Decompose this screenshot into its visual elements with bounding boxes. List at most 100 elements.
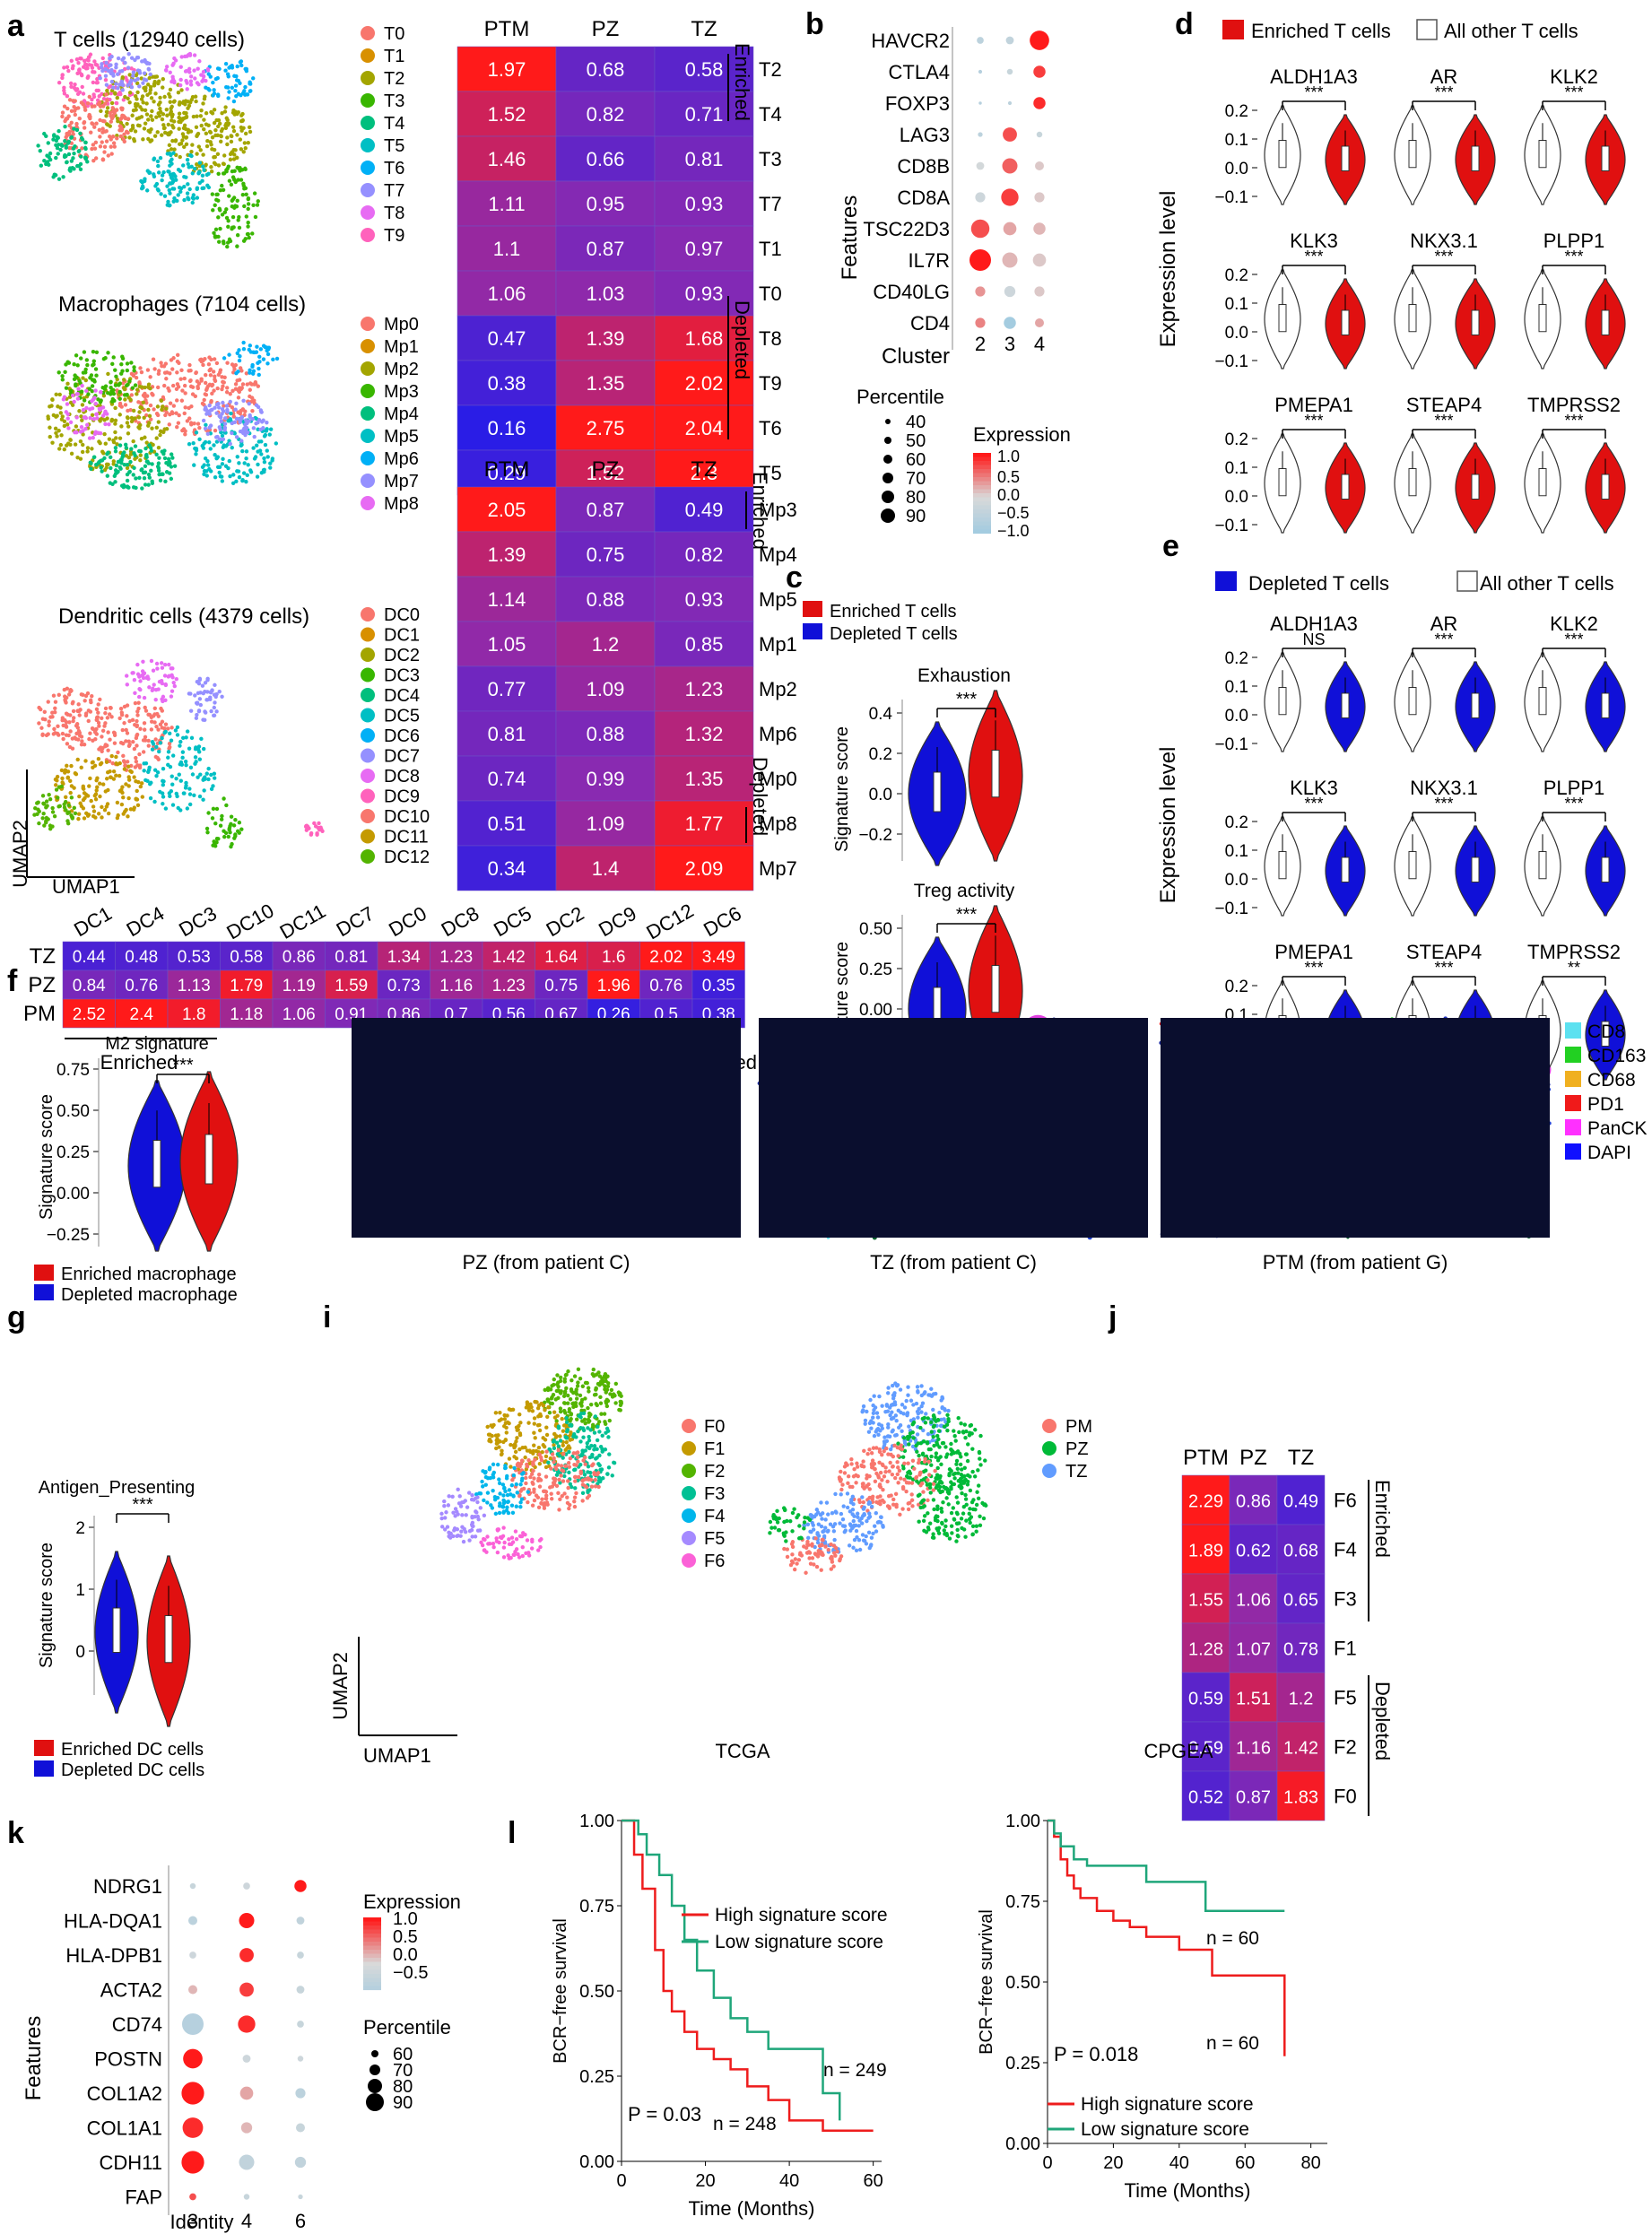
umap-point	[225, 72, 230, 76]
umap-point	[865, 1476, 869, 1481]
umap-point	[50, 440, 55, 445]
umap-point	[170, 803, 176, 807]
umap-point	[181, 791, 187, 795]
umap-point	[133, 691, 137, 695]
umap-point	[167, 471, 172, 475]
umap-point	[218, 823, 223, 828]
umap-point	[219, 134, 223, 139]
umap-point	[69, 109, 74, 114]
umap-point	[158, 741, 163, 745]
umap-point	[213, 700, 217, 705]
umap-point	[240, 192, 246, 197]
umap-point	[243, 84, 248, 90]
umap-point	[839, 1492, 843, 1497]
umap-point	[220, 183, 224, 188]
umap-point	[536, 1472, 542, 1477]
umap-point	[50, 810, 56, 814]
umap-point	[94, 350, 100, 354]
umap-point	[113, 449, 118, 454]
umap-point	[80, 739, 84, 743]
umap-point	[187, 66, 192, 72]
umap-point	[919, 1410, 924, 1414]
umap-point	[586, 1470, 590, 1474]
umap-point	[268, 427, 274, 431]
umap-point	[902, 1477, 907, 1482]
umap-point	[123, 442, 128, 448]
umap-point	[593, 1477, 597, 1482]
umap-point	[68, 729, 73, 734]
umap-point	[180, 132, 186, 136]
umap-point	[47, 723, 51, 728]
umap-point	[892, 1391, 897, 1395]
umap-point	[134, 797, 139, 802]
umap-point	[152, 174, 157, 178]
umap-point	[963, 1477, 968, 1482]
umap-point	[254, 403, 259, 408]
umap-point	[71, 708, 76, 714]
umap-point	[126, 96, 130, 101]
umap-point	[464, 1513, 468, 1517]
umap-point	[597, 1453, 602, 1458]
umap-point	[170, 726, 174, 730]
umap-point	[213, 127, 218, 133]
umap-point	[91, 80, 96, 85]
umap-point	[498, 1491, 502, 1496]
umap-point	[143, 464, 148, 469]
umap-point	[874, 1510, 878, 1516]
umap-point	[156, 687, 161, 691]
umap-point	[246, 224, 250, 229]
umap-point	[871, 1415, 875, 1420]
umap-point	[574, 1392, 579, 1396]
umap-point	[900, 1403, 905, 1407]
umap-point	[919, 1481, 925, 1486]
umap-point	[221, 400, 225, 405]
umap-point	[141, 400, 146, 404]
umap-point	[838, 1558, 842, 1563]
umap-point	[842, 1465, 848, 1469]
umap-point	[226, 164, 230, 169]
umap-point	[263, 432, 268, 438]
umap-point	[500, 1448, 504, 1453]
umap-point	[152, 768, 158, 772]
umap-point	[515, 1428, 519, 1432]
umap-point	[100, 735, 104, 739]
umap-point	[517, 1432, 523, 1438]
umap-point	[952, 1482, 957, 1487]
umap-point	[128, 397, 133, 402]
umap-point	[974, 1502, 979, 1508]
umap-point	[865, 1409, 869, 1414]
umap-point	[456, 1533, 460, 1538]
umap-point	[233, 818, 238, 822]
umap-point	[231, 108, 236, 113]
umap-point	[242, 141, 248, 145]
umap-point	[64, 410, 68, 414]
umap-point	[72, 109, 77, 113]
umap-point	[239, 417, 243, 422]
umap-point	[224, 803, 229, 808]
umap-point	[46, 141, 50, 145]
umap-point	[192, 68, 196, 73]
umap-point	[170, 157, 174, 161]
umap-point	[223, 416, 228, 421]
umap-point	[94, 726, 99, 732]
umap-point	[906, 1437, 910, 1441]
umap-point	[900, 1507, 905, 1511]
umap-point	[51, 732, 57, 736]
umap-point	[105, 802, 110, 806]
umap-point	[932, 1415, 937, 1420]
umap-point	[830, 1511, 835, 1516]
umap-point	[501, 1555, 507, 1560]
umap-point	[482, 1513, 487, 1517]
umap-point	[121, 482, 126, 488]
umap-point	[161, 170, 166, 175]
umap-point	[898, 1512, 902, 1517]
umap-point	[51, 137, 56, 142]
umap-point	[144, 400, 149, 405]
umap-point	[196, 708, 202, 713]
umap-point	[117, 443, 123, 448]
umap-point	[907, 1424, 911, 1429]
umap-point	[135, 90, 140, 95]
umap-point	[202, 468, 207, 474]
umap-point	[80, 403, 85, 407]
umap-point	[864, 1534, 868, 1539]
